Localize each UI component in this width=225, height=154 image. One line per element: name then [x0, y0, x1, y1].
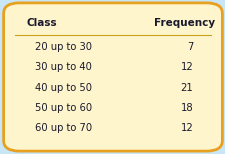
Text: 60 up to 70: 60 up to 70 — [35, 123, 92, 133]
Text: 12: 12 — [180, 123, 193, 133]
Text: 18: 18 — [180, 103, 193, 113]
Text: Frequency: Frequency — [153, 18, 214, 28]
Text: 30 up to 40: 30 up to 40 — [35, 62, 91, 72]
Text: 7: 7 — [186, 42, 193, 52]
FancyBboxPatch shape — [4, 3, 221, 151]
Text: 50 up to 60: 50 up to 60 — [35, 103, 92, 113]
Text: 40 up to 50: 40 up to 50 — [35, 83, 92, 93]
Text: 21: 21 — [180, 83, 193, 93]
Text: Class: Class — [26, 18, 57, 28]
Text: 12: 12 — [180, 62, 193, 72]
Text: 20 up to 30: 20 up to 30 — [35, 42, 92, 52]
